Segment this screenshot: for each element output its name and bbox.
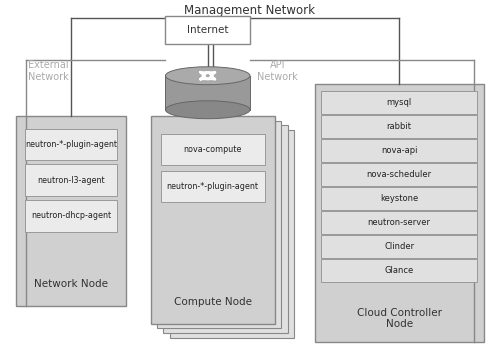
- Text: mysql: mysql: [386, 98, 412, 107]
- Bar: [321, 115, 477, 138]
- Text: Glance: Glance: [384, 266, 414, 275]
- Text: rabbit: rabbit: [386, 122, 411, 131]
- Text: nova-scheduler: nova-scheduler: [366, 170, 432, 179]
- Text: External
Network: External Network: [28, 60, 69, 82]
- Text: neutron-*-plugin-agent: neutron-*-plugin-agent: [25, 140, 117, 149]
- Text: neutron-l3-agent: neutron-l3-agent: [37, 176, 105, 184]
- Bar: [157, 121, 282, 329]
- Text: Internet: Internet: [187, 25, 228, 35]
- Bar: [314, 84, 484, 342]
- Text: Compute Node: Compute Node: [174, 297, 252, 307]
- Bar: [160, 134, 265, 165]
- Text: Clinder: Clinder: [384, 242, 414, 251]
- Bar: [321, 259, 477, 282]
- Bar: [321, 91, 477, 113]
- Bar: [166, 76, 250, 110]
- Text: API
Network: API Network: [257, 60, 298, 82]
- Bar: [164, 125, 288, 333]
- Ellipse shape: [166, 101, 250, 119]
- Bar: [160, 171, 265, 203]
- Bar: [321, 139, 477, 161]
- Bar: [166, 16, 250, 44]
- Bar: [321, 163, 477, 186]
- Text: keystone: keystone: [380, 194, 418, 203]
- Ellipse shape: [166, 67, 250, 85]
- Bar: [26, 129, 117, 160]
- Bar: [321, 235, 477, 257]
- Bar: [321, 187, 477, 209]
- Text: Cloud Controller
Node: Cloud Controller Node: [356, 308, 442, 329]
- Text: Network Node: Network Node: [34, 279, 108, 290]
- Text: Management Network: Management Network: [184, 4, 316, 17]
- Text: nova-api: nova-api: [381, 146, 418, 155]
- Text: neutron-server: neutron-server: [368, 218, 430, 227]
- Bar: [26, 164, 117, 196]
- Text: neutron-dhcp-agent: neutron-dhcp-agent: [31, 212, 111, 221]
- Bar: [16, 116, 126, 306]
- Bar: [26, 200, 117, 232]
- Bar: [150, 116, 275, 324]
- Text: nova-compute: nova-compute: [184, 145, 242, 154]
- Text: neutron-*-plugin-agent: neutron-*-plugin-agent: [166, 182, 258, 191]
- Bar: [170, 130, 294, 338]
- Bar: [321, 211, 477, 234]
